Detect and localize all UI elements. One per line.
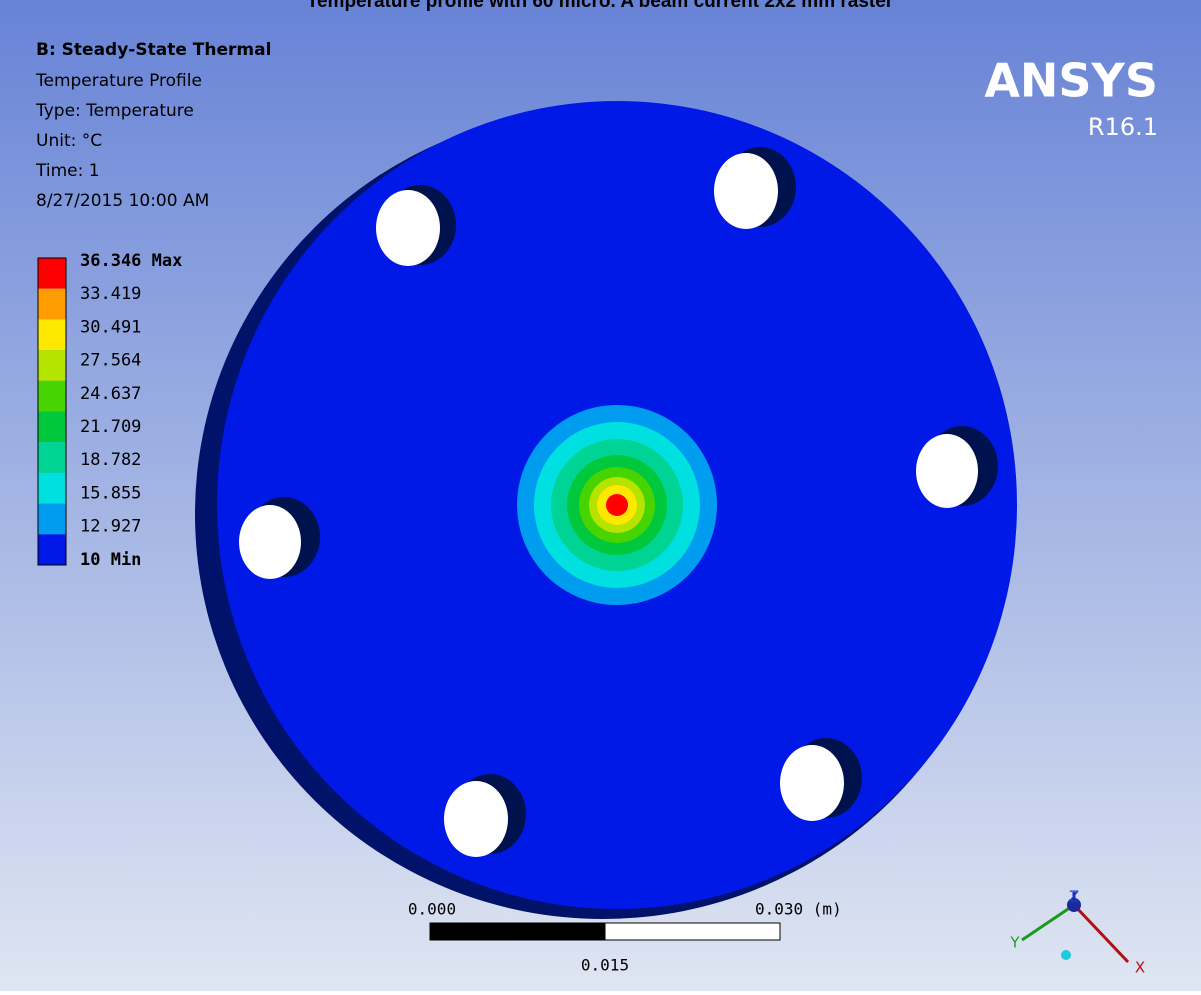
scale-segment (430, 923, 605, 940)
info-line: Unit: °C (36, 131, 102, 151)
legend-swatch (38, 534, 66, 565)
version: R16.1 (1088, 113, 1158, 141)
legend-swatch (38, 412, 66, 443)
contour-ring (606, 494, 628, 516)
legend-label: 10 Min (80, 550, 141, 570)
legend-label: 30.491 (80, 317, 141, 337)
legend-label: 15.855 (80, 483, 141, 503)
scale-segment (605, 923, 780, 940)
legend-swatch (38, 350, 66, 381)
logo: ANSYS (984, 54, 1158, 108)
legend-label: 24.637 (80, 384, 141, 404)
triad-ball (1061, 950, 1071, 960)
legend-swatch (38, 442, 66, 473)
legend-swatch (38, 473, 66, 504)
legend-swatch (38, 319, 66, 350)
info-line: Time: 1 (35, 161, 100, 181)
page: Temperature profile with 60 micro. A bea… (0, 0, 1201, 991)
scale-label: 0.030 (m) (755, 900, 842, 919)
info-line: Temperature Profile (35, 71, 202, 91)
info-line: 8/27/2015 10:00 AM (36, 191, 209, 211)
legend-label: 36.346 Max (80, 251, 182, 271)
legend-label: 18.782 (80, 450, 141, 470)
title: Temperature profile with 60 micro. A bea… (307, 0, 894, 12)
axis-label: Y (1009, 934, 1020, 952)
legend-label: 12.927 (80, 517, 141, 537)
legend-label: 33.419 (80, 284, 141, 304)
axis-label: Z (1069, 888, 1079, 906)
scale-label: 0.000 (408, 900, 456, 919)
viewport: Temperature profile with 60 micro. A bea… (0, 0, 1201, 991)
legend-swatch (38, 504, 66, 535)
legend-swatch (38, 289, 66, 320)
info-line: B: Steady-State Thermal (36, 40, 271, 60)
legend-swatch (38, 258, 66, 289)
scale-label: 0.015 (581, 956, 629, 975)
axis-label: X (1135, 959, 1145, 977)
legend-label: 27.564 (80, 351, 141, 371)
info-line: Type: Temperature (35, 101, 194, 121)
legend-swatch (38, 381, 66, 412)
hot-spot (517, 405, 717, 605)
legend-label: 21.709 (80, 417, 141, 437)
